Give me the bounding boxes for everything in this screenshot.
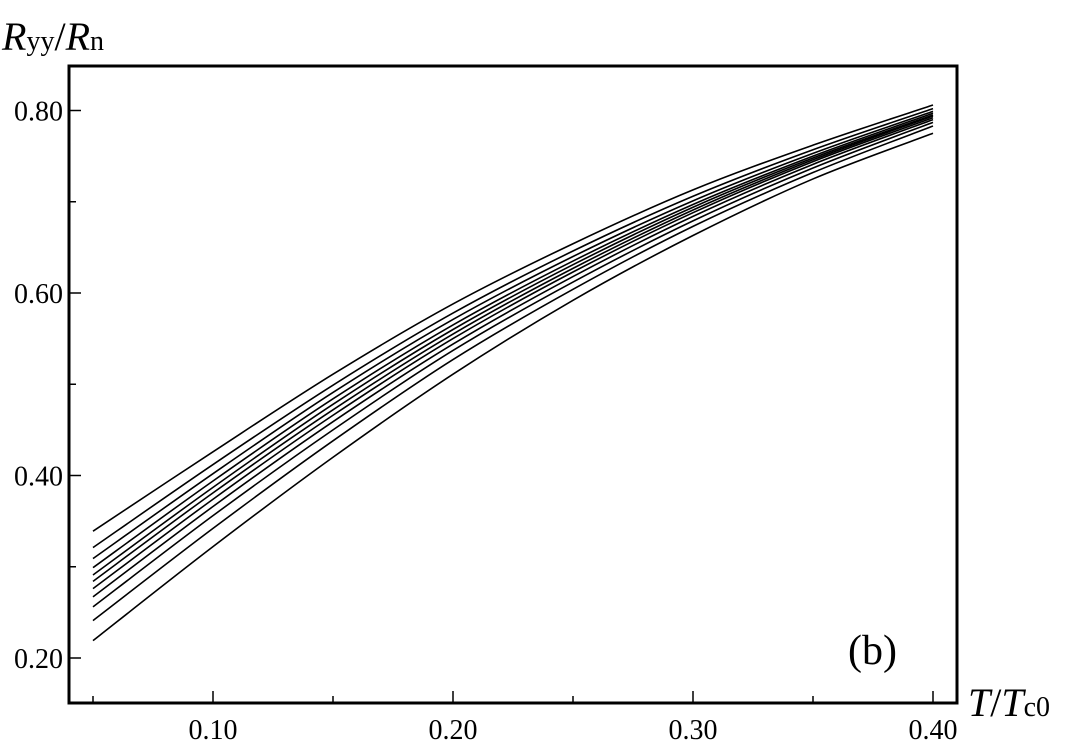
panel-label: (b) [848,628,897,674]
y-label-main2: R [65,14,90,59]
y-label-slash: / [54,14,66,59]
y-label-main: R [1,14,26,59]
x-label-sub: c0 [1024,692,1050,723]
y-label-sub: yy [26,26,54,57]
x-label-main2: T [1001,680,1026,725]
data-curve [92,125,934,622]
x-tick-label: 0.10 [189,715,238,746]
y-tick-label: 0.80 [14,97,63,128]
data-curve [92,121,934,608]
data-curve [92,118,934,598]
y-axis-label: Ryy/Rn [1,14,104,59]
y-label-sub2: n [90,26,104,57]
data-curve [92,112,934,569]
data-curve [92,107,934,549]
plot-frame [67,64,959,705]
y-tick-label: 0.20 [14,644,63,675]
data-curve [92,110,934,560]
y-tick-label: 0.40 [14,462,63,493]
data-curve [92,132,934,642]
data-curve [92,104,934,532]
data-curves [92,104,934,642]
data-curve [92,117,934,590]
x-label-main: T [968,680,993,725]
x-tick-label: 0.40 [909,715,958,746]
x-tick-label: 0.30 [669,715,718,746]
data-curve [92,114,934,576]
y-tick-label: 0.60 [14,279,63,310]
axis-tick-labels: 0.10 0.20 0.30 0.40 0.20 0.40 0.60 0.80 [14,97,958,747]
x-tick-label: 0.20 [429,715,478,746]
data-curve [92,115,934,582]
x-axis-label: T/Tc0 [968,680,1050,725]
x-label-slash: / [990,680,1002,725]
